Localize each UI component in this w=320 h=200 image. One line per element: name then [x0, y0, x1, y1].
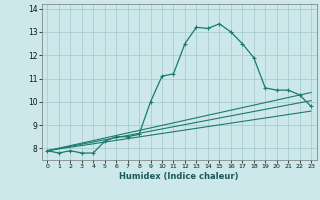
X-axis label: Humidex (Indice chaleur): Humidex (Indice chaleur)	[119, 172, 239, 181]
